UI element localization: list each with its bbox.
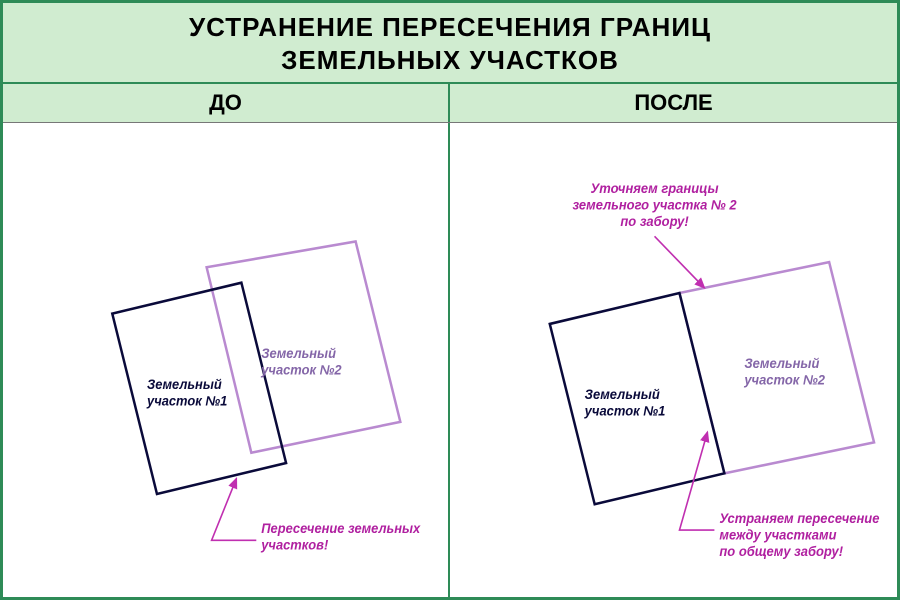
before-callout-text-2: участков! bbox=[260, 537, 329, 552]
after-svg: Земельный участок №1 Земельный участок №… bbox=[450, 123, 897, 597]
after-callout-bottom-1: Устраняем пересечение bbox=[719, 511, 879, 526]
before-callout-line bbox=[212, 479, 257, 541]
before-callout-text-1: Пересечение земельных bbox=[261, 521, 421, 536]
after-callout-top-1: Уточняем границы bbox=[591, 181, 720, 196]
after-callout-bottom-2: между участками bbox=[719, 527, 836, 542]
after-label-1b: участок №1 bbox=[584, 403, 666, 418]
after-callout-top-3: по забору! bbox=[620, 214, 689, 229]
after-label-1a: Земельный bbox=[585, 387, 660, 402]
before-label-1a: Земельный bbox=[147, 377, 222, 392]
after-label-2b: участок №2 bbox=[743, 373, 825, 388]
title-row: УСТРАНЕНИЕ ПЕРЕСЕЧЕНИЯ ГРАНИЦ ЗЕМЕЛЬНЫХ … bbox=[3, 3, 897, 84]
panel-before: Земельный участок №1 Земельный участок №… bbox=[3, 123, 450, 597]
panel-header-after: ПОСЛЕ bbox=[450, 84, 897, 122]
panels-header: ДО ПОСЛЕ bbox=[3, 84, 897, 123]
panels-body: Земельный участок №1 Земельный участок №… bbox=[3, 123, 897, 597]
after-label-2a: Земельный bbox=[744, 356, 819, 371]
after-callout-bottom-3: по общему забору! bbox=[719, 544, 843, 559]
before-label-2a: Земельный bbox=[261, 346, 336, 361]
before-label-1b: участок №1 bbox=[146, 393, 227, 408]
before-label-2b: участок №2 bbox=[260, 362, 342, 377]
after-callout-top-2: земельного участка № 2 bbox=[572, 197, 737, 212]
title-line2: ЗЕМЕЛЬНЫХ УЧАСТКОВ bbox=[13, 44, 887, 77]
title-line1: УСТРАНЕНИЕ ПЕРЕСЕЧЕНИЯ ГРАНИЦ bbox=[13, 11, 887, 44]
panel-after: Земельный участок №1 Земельный участок №… bbox=[450, 123, 897, 597]
after-callout-top-line bbox=[655, 236, 705, 288]
panel-header-before: ДО bbox=[3, 84, 450, 122]
diagram-outer: УСТРАНЕНИЕ ПЕРЕСЕЧЕНИЯ ГРАНИЦ ЗЕМЕЛЬНЫХ … bbox=[0, 0, 900, 600]
before-svg: Земельный участок №1 Земельный участок №… bbox=[3, 123, 448, 597]
